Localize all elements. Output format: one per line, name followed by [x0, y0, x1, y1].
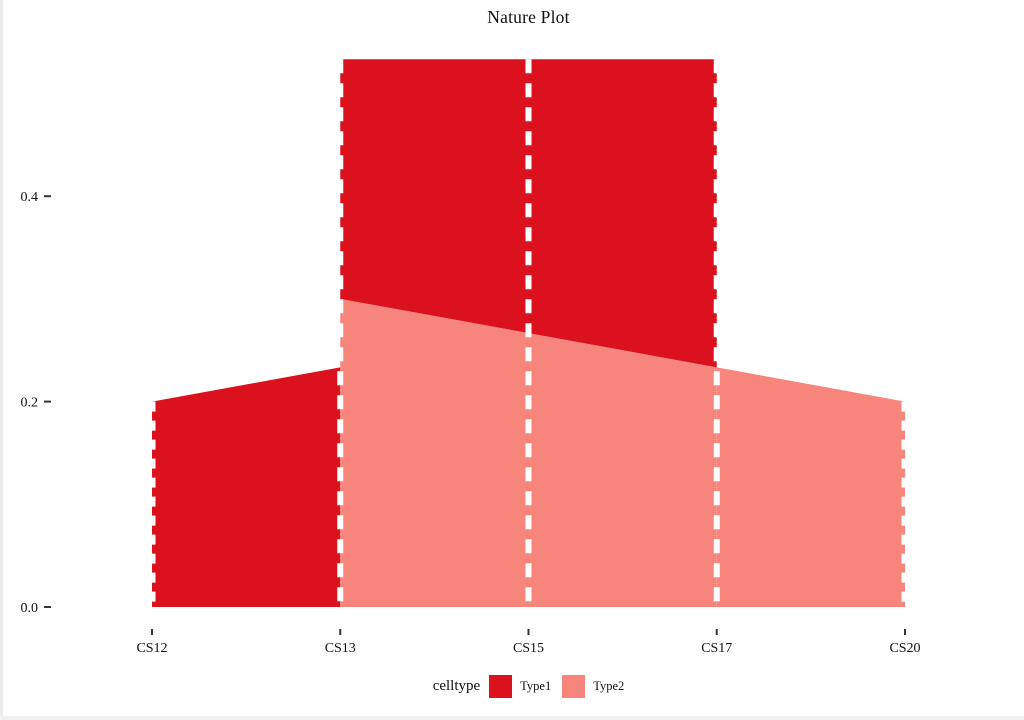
area-type2-CS17-CS20 — [716, 367, 905, 607]
window-bottom-edge — [0, 716, 1024, 720]
chart-title: Nature Plot — [487, 7, 570, 27]
area-type2-CS15-CS17 — [528, 333, 717, 607]
y-tick-label-0.4: 0.4 — [21, 190, 39, 205]
area-type1-CS12-CS13 — [152, 367, 341, 607]
legend-swatch-type2 — [562, 674, 586, 698]
legend-swatch-type1 — [489, 674, 513, 698]
x-tick-label-CS15: CS15 — [513, 641, 544, 656]
x-tick-label-CS17: CS17 — [701, 641, 732, 656]
y-tick-label-0.0: 0.0 — [21, 601, 39, 616]
legend-label-type1: Type1 — [520, 678, 552, 693]
x-tick-label-CS13: CS13 — [325, 641, 356, 656]
y-tick-label-0.2: 0.2 — [21, 396, 39, 411]
area-type1-CS15-CS17 — [528, 59, 717, 368]
legend: celltype Type1 Type2 — [152, 672, 905, 700]
legend-title: celltype — [432, 677, 481, 694]
legend-label-type2: Type2 — [593, 678, 625, 693]
area-type1-CS13-CS15 — [340, 59, 529, 334]
area-type2-CS13-CS15 — [340, 298, 529, 607]
x-tick-label-CS20: CS20 — [889, 641, 920, 656]
x-tick-label-CS12: CS12 — [136, 641, 167, 656]
window-left-edge — [0, 0, 3, 720]
